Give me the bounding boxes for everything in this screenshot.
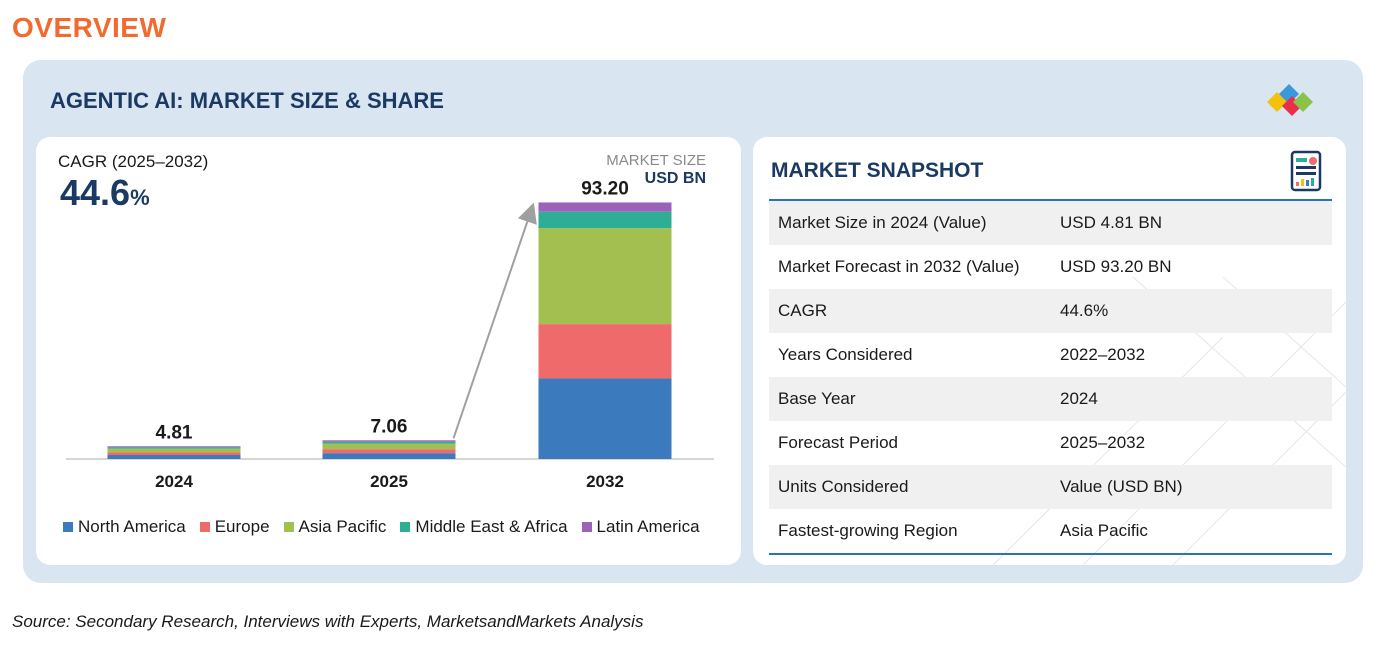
snapshot-key: CAGR [778, 301, 828, 320]
bar-segment-2024-asia-pacific [107, 448, 241, 453]
legend-item: Asia Pacific [283, 517, 387, 537]
bar-segment-2032-europe [538, 324, 672, 379]
snapshot-row: CAGR 44.6% [769, 289, 1332, 333]
brand-logo-icon [1267, 84, 1313, 116]
snapshot-row: Forecast Period 2025–2032 [769, 421, 1332, 465]
legend-label: Latin America [596, 517, 700, 536]
snapshot-value: 2024 [1060, 389, 1098, 408]
snapshot-value: USD 93.20 BN [1060, 257, 1172, 276]
snapshot-key: Market Forecast in 2032 (Value) [778, 257, 1020, 276]
snapshot-row: Market Forecast in 2032 (Value) USD 93.20… [769, 245, 1332, 289]
x-tick-label: 2032 [586, 472, 624, 491]
market-panel: AGENTIC AI: MARKET SIZE & SHARE CAGR (20… [23, 60, 1363, 583]
snapshot-key: Years Considered [778, 345, 913, 364]
bar-total-label: 4.81 [156, 422, 193, 443]
bar-segment-2032-asia-pacific [538, 228, 672, 325]
bar-segment-2024-latin-america [107, 446, 241, 448]
snapshot-key: Forecast Period [778, 433, 898, 452]
bar-segment-2025-europe [322, 449, 456, 454]
bar-segment-2025-latin-america [322, 440, 456, 442]
x-tick-label: 2024 [155, 472, 193, 491]
legend-swatch [400, 522, 411, 532]
legend-item: Latin America [581, 517, 700, 537]
market-size-unit: USD BN [644, 170, 706, 187]
bar-segment-2032-north-america [538, 378, 672, 459]
stacked-bar-chart: 4.81 2024 7.06 2025 93.20 2032 [66, 178, 714, 491]
snapshot-row: Market Size in 2024 (Value) USD 4.81 BN [769, 201, 1332, 245]
snapshot-row: Base Year 2024 [769, 377, 1332, 421]
snapshot-key: Units Considered [778, 477, 909, 496]
snapshot-row: Years Considered 2022–2032 [769, 333, 1332, 377]
legend-swatch [63, 522, 73, 532]
bar-total-label: 7.06 [371, 416, 408, 437]
overview-heading: OVERVIEW [12, 12, 167, 43]
source-note: Source: Secondary Research, Interviews w… [12, 612, 644, 631]
bar-segment-2024-north-america [107, 455, 241, 459]
chart-card: CAGR (2025–2032) 44.6% MARKET SIZE USD B… [36, 137, 741, 565]
snapshot-value: USD 4.81 BN [1060, 213, 1163, 232]
legend-label: Middle East & Africa [415, 517, 568, 536]
growth-arrow [452, 202, 537, 439]
snapshot-row: Fastest-growing Region Asia Pacific [769, 509, 1332, 553]
snapshot-title: MARKET SNAPSHOT [771, 159, 984, 182]
snapshot-table: Market Size in 2024 (Value) USD 4.81 BN Ma… [769, 199, 1332, 555]
chart-legend: North America Europe Asia Pacific Middle Ea… [63, 517, 700, 537]
legend-label: North America [78, 517, 186, 536]
snapshot-row: Units Considered Value (USD BN) [769, 465, 1332, 509]
snapshot-value: Asia Pacific [1060, 521, 1148, 540]
snapshot-key: Fastest-growing Region [778, 521, 958, 540]
snapshot-value: 2025–2032 [1060, 433, 1146, 452]
bar-segment-2024-europe [107, 452, 241, 456]
bar-segment-2025-asia-pacific [322, 443, 456, 450]
legend-item: Middle East & Africa [400, 517, 568, 537]
market-size-label: MARKET SIZE [606, 152, 706, 169]
bar-total-label: 93.20 [581, 178, 629, 199]
report-icon [1290, 150, 1322, 192]
bar-segment-2032-middle-east-africa [538, 211, 672, 229]
legend-item: Europe [199, 517, 270, 537]
snapshot-key: Market Size in 2024 (Value) [778, 213, 987, 232]
legend-item: North America [63, 517, 186, 537]
bar-segment-2024-middle-east-africa [107, 447, 241, 449]
legend-swatch [581, 522, 592, 532]
bar-segment-2025-north-america [322, 453, 456, 459]
cagr-value: 44.6% [60, 172, 150, 213]
snapshot-key: Base Year [778, 389, 856, 408]
x-tick-label: 2025 [370, 472, 408, 491]
bar-segment-2032-latin-america [538, 202, 672, 212]
legend-swatch [199, 522, 210, 532]
snapshot-value: 44.6% [1060, 301, 1109, 320]
legend-label: Europe [214, 517, 270, 536]
bar-segment-2025-middle-east-africa [322, 441, 456, 444]
legend-label: Asia Pacific [298, 517, 387, 536]
snapshot-value: 2022–2032 [1060, 345, 1146, 364]
snapshot-value: Value (USD BN) [1060, 477, 1183, 496]
panel-title: AGENTIC AI: MARKET SIZE & SHARE [50, 88, 444, 113]
legend-swatch [283, 522, 294, 532]
cagr-label: CAGR (2025–2032) [58, 152, 209, 171]
snapshot-card: MARKET SNAPSHOT Market Size in 2024 (Val… [753, 137, 1346, 565]
